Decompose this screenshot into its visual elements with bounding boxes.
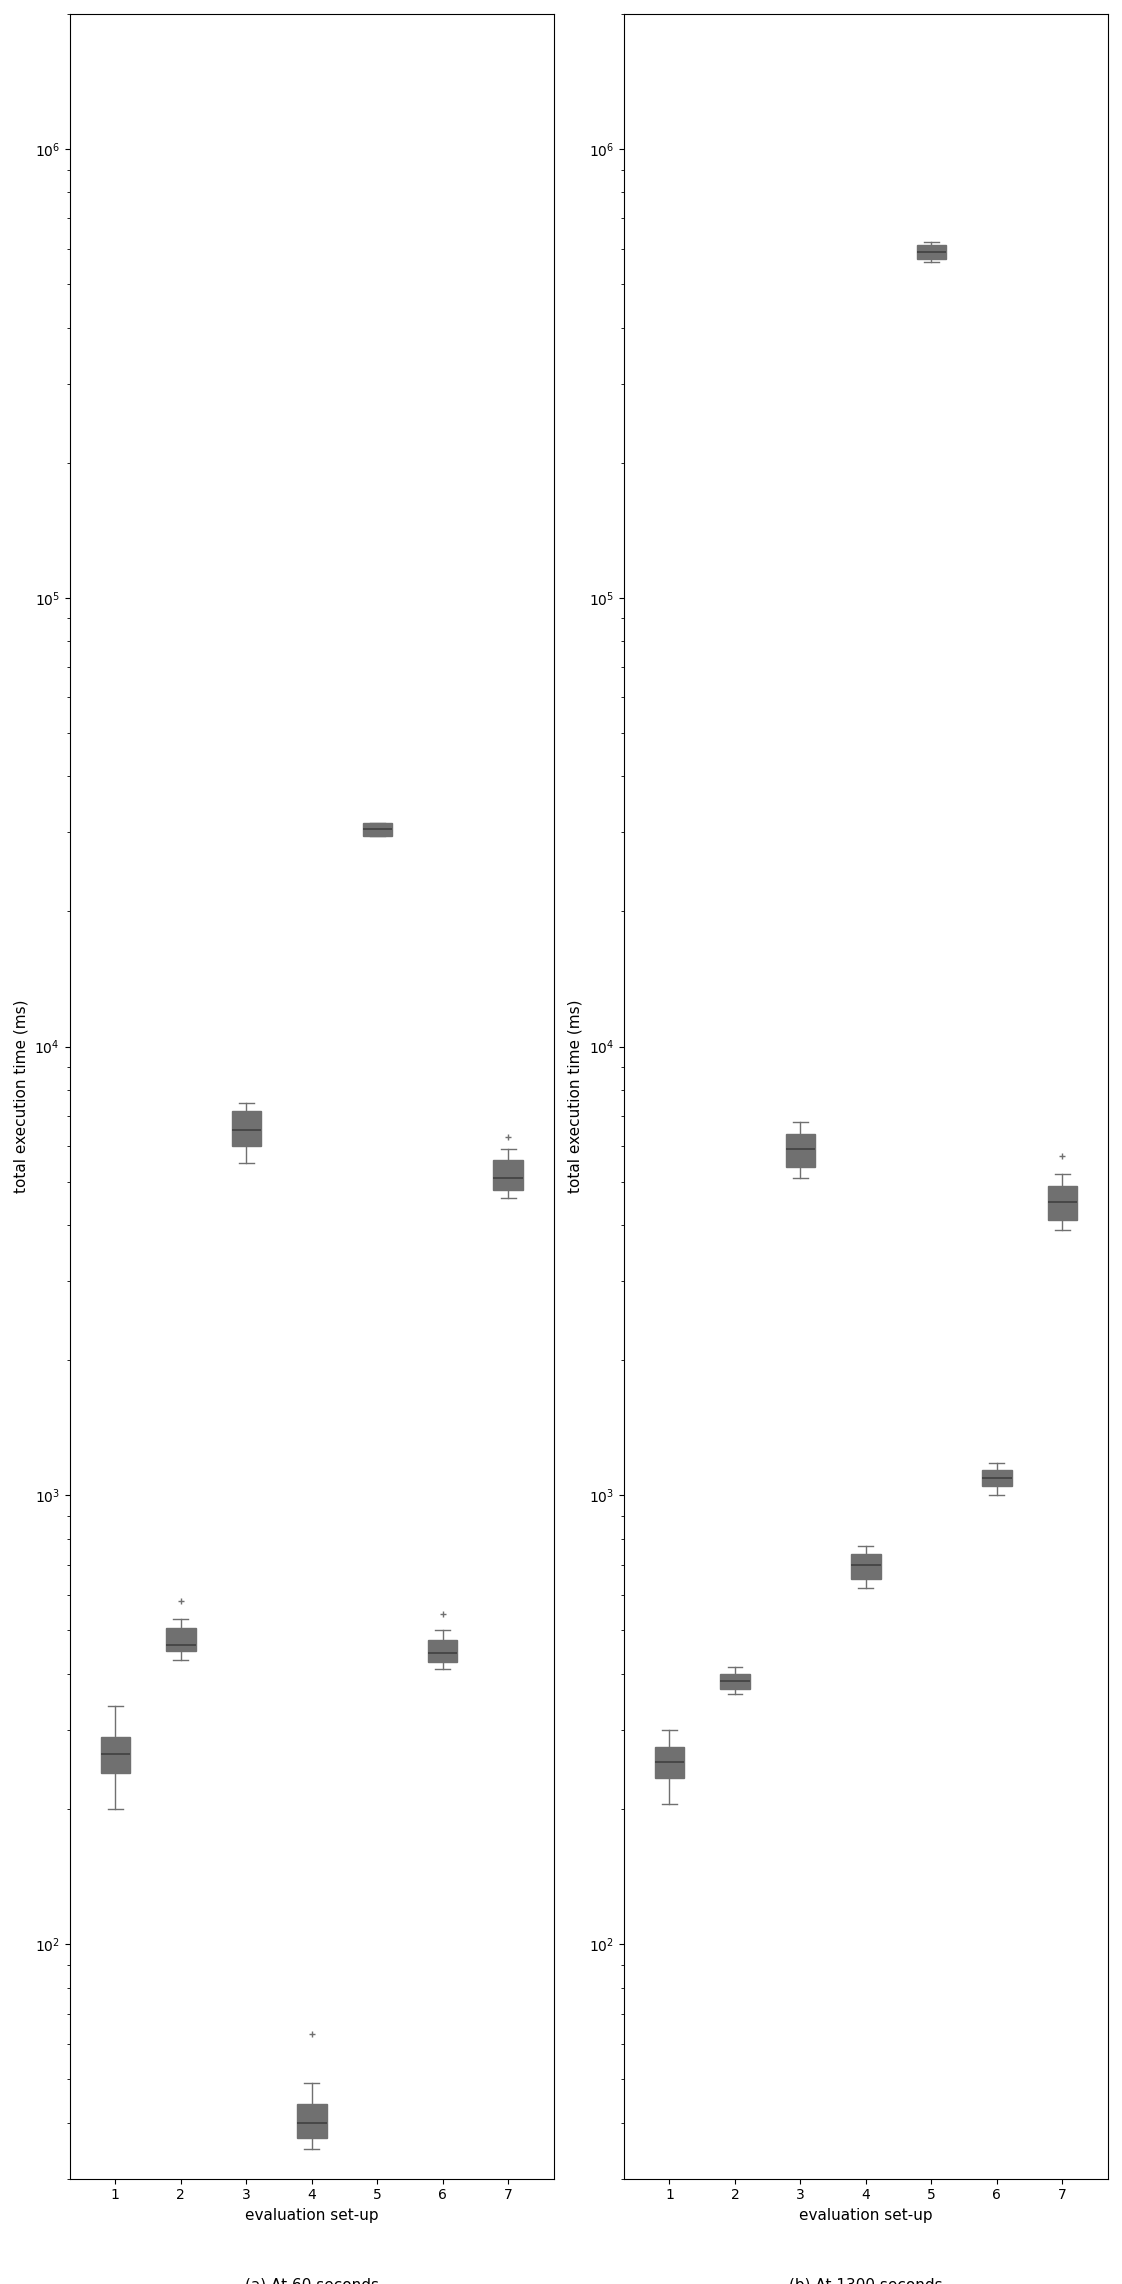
Title: (b) At 1300 seconds: (b) At 1300 seconds bbox=[789, 2277, 942, 2284]
PathPatch shape bbox=[231, 1110, 261, 1147]
PathPatch shape bbox=[852, 1553, 881, 1578]
PathPatch shape bbox=[297, 2104, 327, 2138]
PathPatch shape bbox=[166, 1628, 195, 1651]
Y-axis label: total execution time (ms): total execution time (ms) bbox=[568, 1000, 583, 1192]
Y-axis label: total execution time (ms): total execution time (ms) bbox=[13, 1000, 29, 1192]
X-axis label: evaluation set-up: evaluation set-up bbox=[245, 2209, 378, 2222]
X-axis label: evaluation set-up: evaluation set-up bbox=[799, 2209, 932, 2222]
PathPatch shape bbox=[1048, 1185, 1077, 1220]
PathPatch shape bbox=[785, 1133, 815, 1167]
PathPatch shape bbox=[101, 1736, 130, 1772]
PathPatch shape bbox=[362, 822, 392, 836]
PathPatch shape bbox=[720, 1674, 749, 1690]
PathPatch shape bbox=[494, 1160, 523, 1190]
Title: (a) At 60 seconds: (a) At 60 seconds bbox=[245, 2277, 379, 2284]
PathPatch shape bbox=[982, 1471, 1012, 1487]
PathPatch shape bbox=[917, 244, 946, 258]
PathPatch shape bbox=[427, 1640, 458, 1663]
PathPatch shape bbox=[654, 1747, 684, 1777]
